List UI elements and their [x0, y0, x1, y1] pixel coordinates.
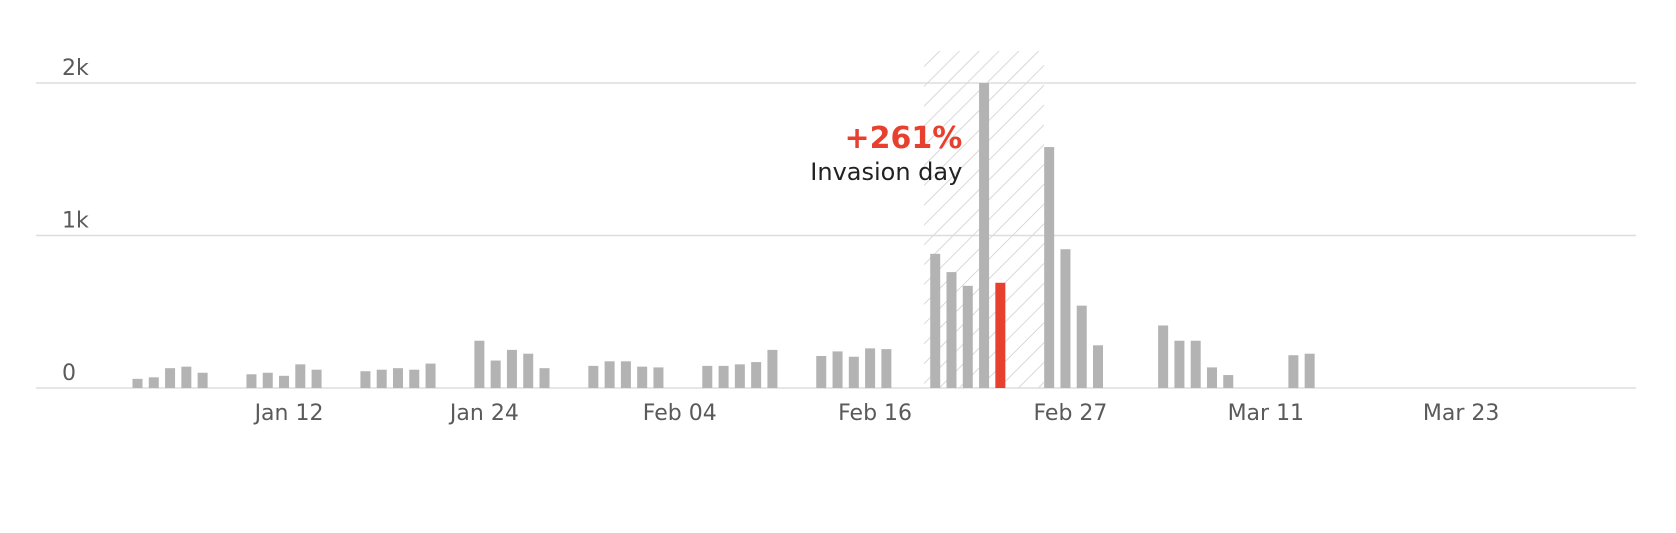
bar-44 [848, 356, 859, 388]
bar-1 [148, 377, 159, 388]
bar-24 [523, 353, 534, 388]
bar-49 [930, 253, 941, 388]
bar-50 [946, 272, 957, 388]
bar-32 [653, 367, 664, 388]
bar-64 [1174, 340, 1185, 388]
bar-39 [767, 349, 778, 388]
annotation-invasion-day-label: Invasion day [810, 158, 962, 186]
bar-67 [1223, 375, 1234, 388]
bar-15 [376, 369, 387, 388]
bar-17 [409, 369, 420, 388]
bar-25 [539, 368, 550, 388]
annotation-percent-change: +261% [845, 121, 963, 156]
bar-11 [311, 369, 322, 388]
x-axis-ticks: Jan 12 Jan 24 Feb 04 Feb 16 Feb 27 Mar 1… [253, 401, 1500, 426]
bar-56 [1044, 147, 1055, 388]
bar-38 [751, 362, 762, 388]
bar-2 [165, 368, 176, 388]
bar-46 [881, 349, 892, 388]
highlight-bar-invasion-day [995, 282, 1006, 388]
bar-9 [279, 375, 290, 388]
bar-18 [425, 363, 436, 388]
bar-43 [832, 351, 843, 388]
bar-37 [734, 364, 745, 388]
bar-72 [1304, 353, 1315, 388]
bar-3 [181, 366, 192, 388]
bar-63 [1158, 325, 1169, 388]
bar-28 [588, 365, 599, 388]
grid-layer [36, 82, 1636, 389]
bar-23 [506, 349, 517, 388]
bar-35 [702, 365, 713, 388]
x-tick-label-mar-23: Mar 23 [1423, 401, 1500, 426]
x-tick-label-jan-12: Jan 12 [253, 401, 324, 426]
bar-7 [246, 374, 257, 388]
bar-0 [132, 378, 143, 388]
x-tick-label-jan-24: Jan 24 [448, 401, 519, 426]
bar-8 [262, 372, 273, 388]
y-tick-label-0: 0 [62, 361, 76, 386]
bar-29 [604, 361, 615, 388]
bar-71 [1288, 355, 1299, 388]
invasion-annotation: +261% Invasion day [810, 121, 962, 186]
x-tick-label-mar-11: Mar 11 [1228, 401, 1305, 426]
bar-52 [979, 83, 990, 388]
x-tick-label-feb-04: Feb 04 [643, 401, 717, 426]
bar-36 [718, 365, 729, 388]
bar-51 [962, 285, 973, 388]
y-tick-label-1k: 1k [62, 209, 89, 234]
bar-14 [360, 371, 371, 388]
bar-31 [637, 366, 648, 388]
bar-58 [1076, 305, 1087, 388]
x-tick-label-feb-27: Feb 27 [1033, 401, 1107, 426]
bar-22 [490, 360, 501, 388]
bar-4 [197, 372, 208, 388]
bars-layer [132, 83, 1315, 388]
bar-59 [1093, 345, 1104, 388]
bar-45 [865, 348, 876, 388]
bar-21 [474, 340, 485, 388]
bar-66 [1206, 367, 1217, 388]
y-tick-label-2k: 2k [62, 56, 89, 81]
x-tick-label-feb-16: Feb 16 [838, 401, 912, 426]
bar-30 [620, 361, 631, 388]
bar-57 [1060, 249, 1071, 388]
bar-65 [1190, 340, 1201, 388]
bar-10 [295, 364, 306, 388]
bar-42 [816, 355, 827, 388]
y-axis-ticks: 0 1k 2k [62, 56, 89, 386]
bar-16 [392, 368, 403, 388]
